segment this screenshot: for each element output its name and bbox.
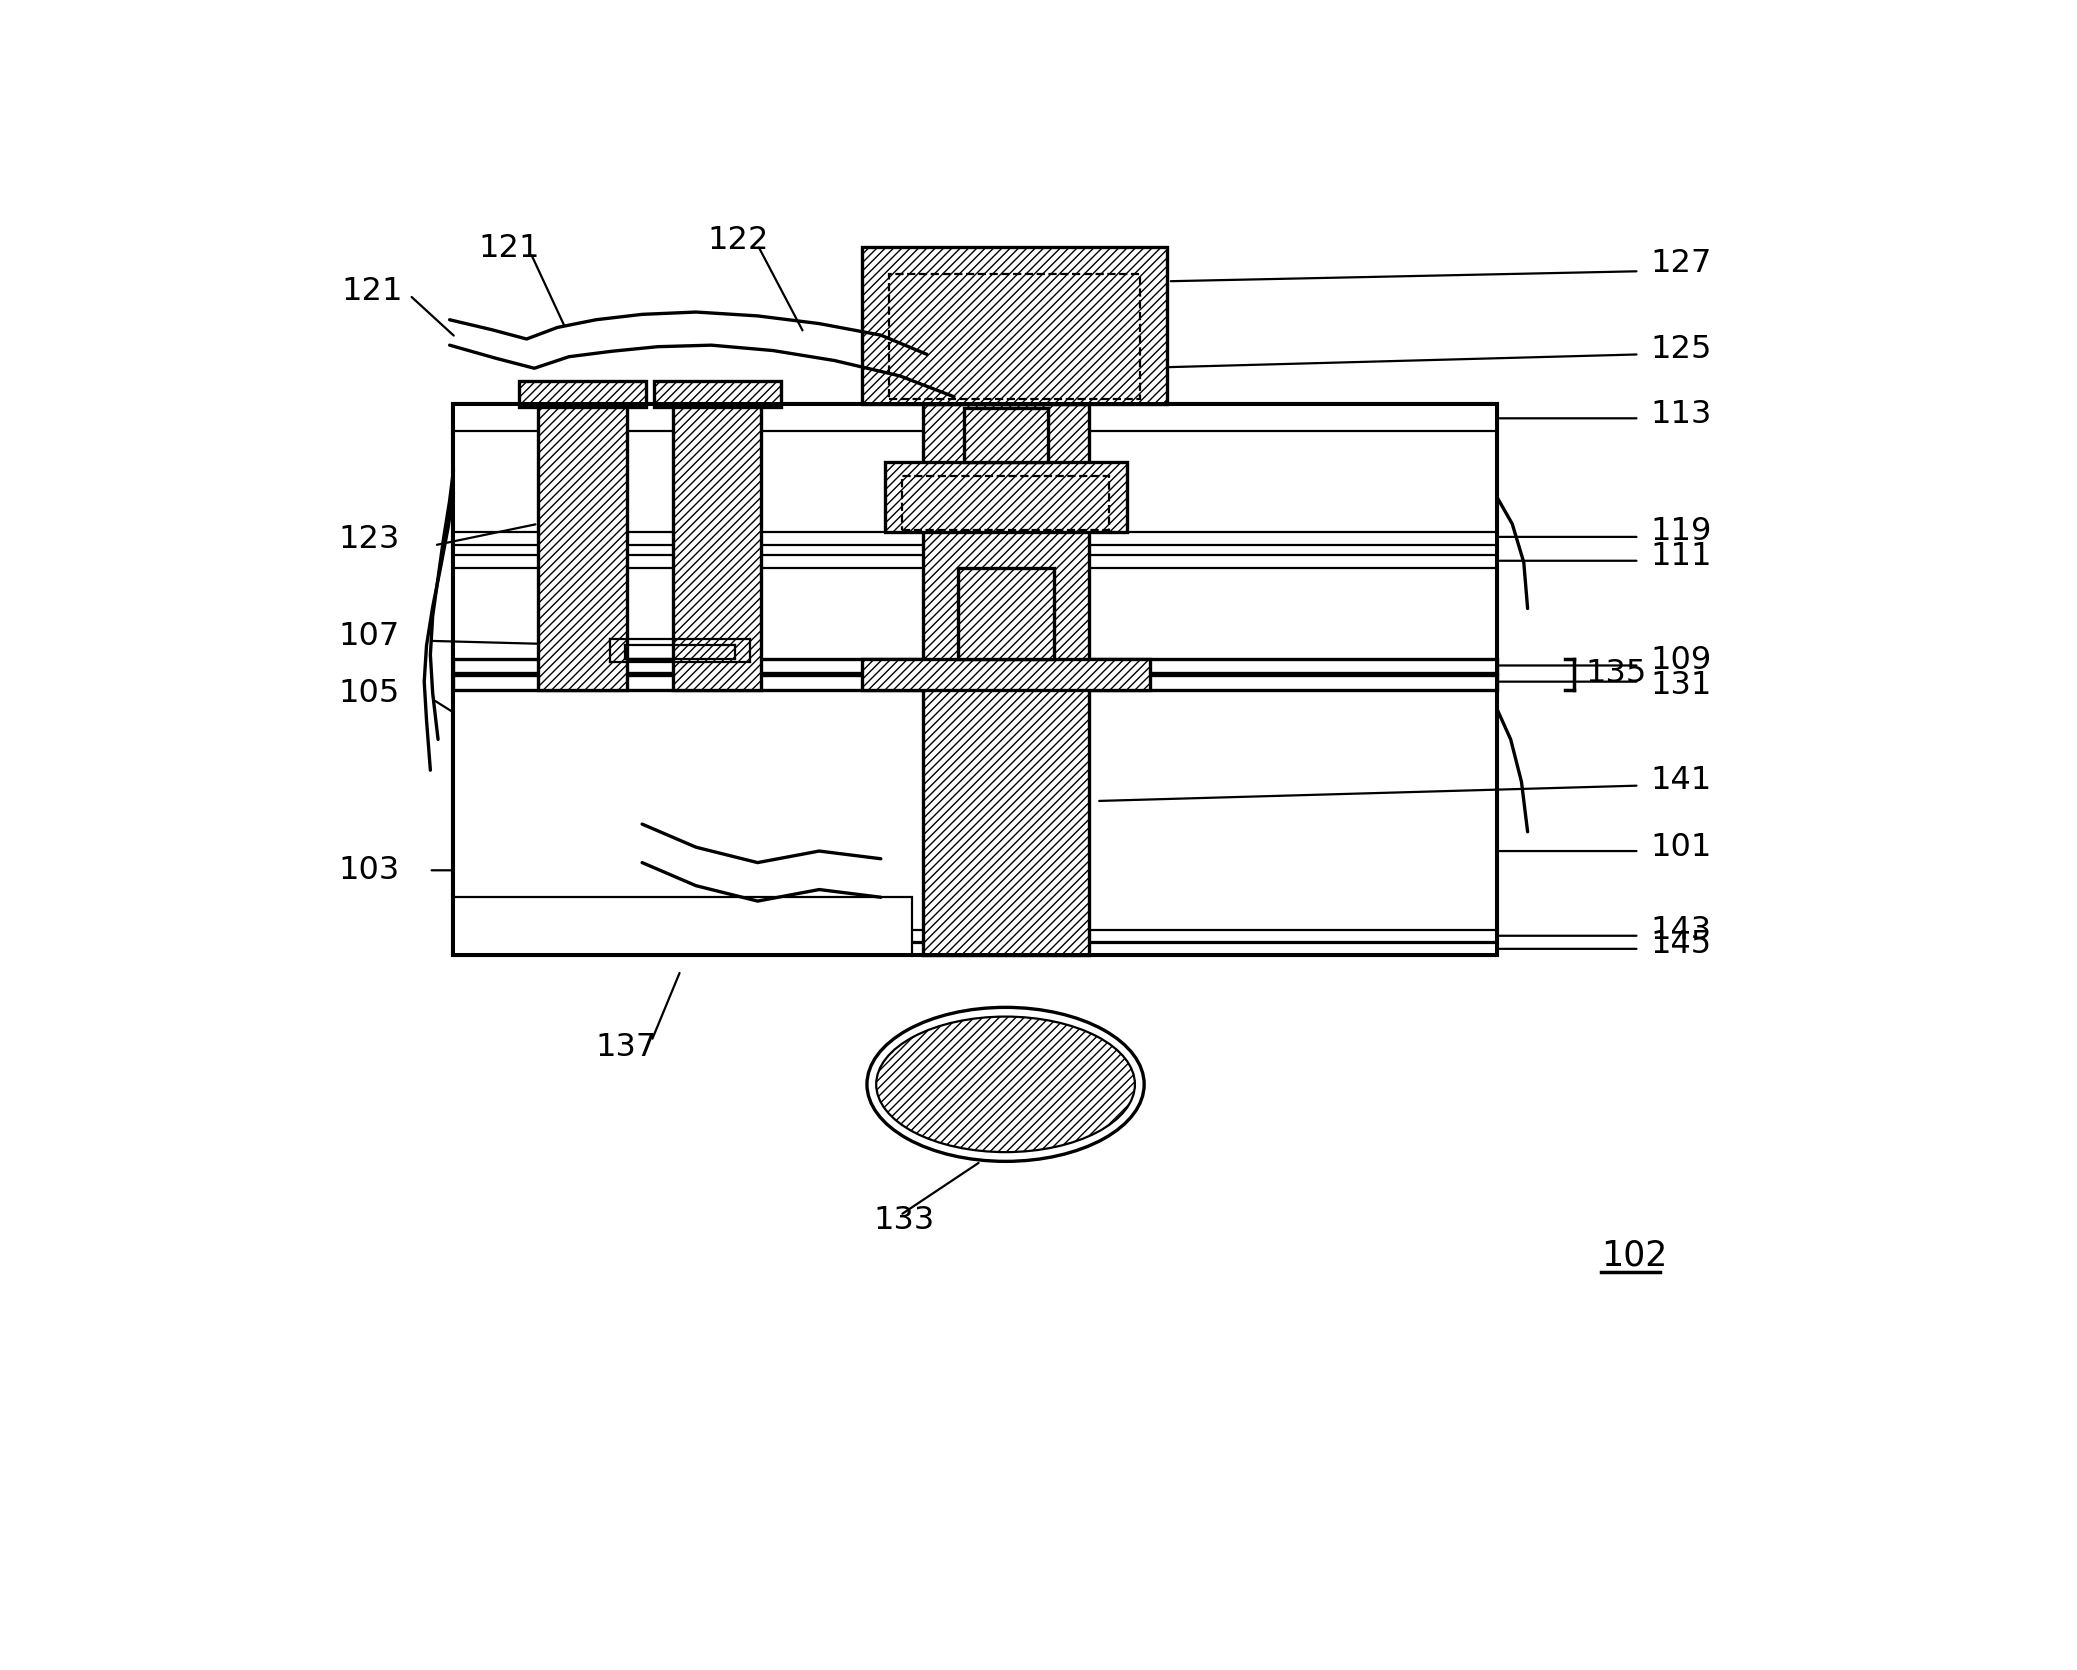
Bar <box>453 554 1498 568</box>
Bar <box>654 381 781 407</box>
Text: 135: 135 <box>1585 658 1647 690</box>
Bar <box>922 404 1088 955</box>
Bar <box>453 404 1498 955</box>
Text: 137: 137 <box>596 1032 656 1062</box>
Text: 127: 127 <box>1651 249 1711 279</box>
Text: 102: 102 <box>1601 1237 1668 1273</box>
Text: 119: 119 <box>1651 516 1711 548</box>
Text: 123: 123 <box>339 524 399 554</box>
Text: 133: 133 <box>872 1206 935 1236</box>
Bar <box>453 944 1498 955</box>
Text: 121: 121 <box>343 276 403 307</box>
Bar <box>538 404 627 690</box>
Bar <box>889 274 1140 399</box>
Bar <box>862 247 1167 404</box>
Bar <box>957 568 1053 658</box>
Text: 109: 109 <box>1651 645 1711 676</box>
Bar <box>453 404 1498 955</box>
Bar <box>673 404 762 690</box>
Text: 105: 105 <box>339 678 399 708</box>
Bar <box>453 930 1498 942</box>
Text: 101: 101 <box>1651 832 1711 863</box>
Text: 121: 121 <box>478 232 540 264</box>
Text: 145: 145 <box>1651 929 1711 960</box>
Text: 113: 113 <box>1651 399 1711 429</box>
Text: 141: 141 <box>1651 765 1711 797</box>
Text: 122: 122 <box>708 225 768 256</box>
Bar <box>519 381 646 407</box>
Text: 143: 143 <box>1651 915 1711 945</box>
Bar <box>453 658 1498 673</box>
Text: 103: 103 <box>339 855 399 885</box>
Bar <box>453 404 1498 955</box>
Ellipse shape <box>876 1017 1134 1152</box>
Bar <box>885 463 1128 531</box>
Bar <box>453 404 1498 431</box>
Bar <box>964 407 1049 463</box>
Bar <box>862 658 1151 690</box>
Bar <box>453 675 1498 690</box>
Text: 131: 131 <box>1651 670 1711 701</box>
Bar <box>901 476 1109 529</box>
Text: 107: 107 <box>339 621 399 651</box>
Text: 111: 111 <box>1651 541 1711 571</box>
Bar <box>453 404 1498 955</box>
Bar <box>453 897 912 955</box>
Ellipse shape <box>866 1007 1144 1161</box>
Text: 125: 125 <box>1651 334 1711 364</box>
Bar <box>453 531 1498 546</box>
